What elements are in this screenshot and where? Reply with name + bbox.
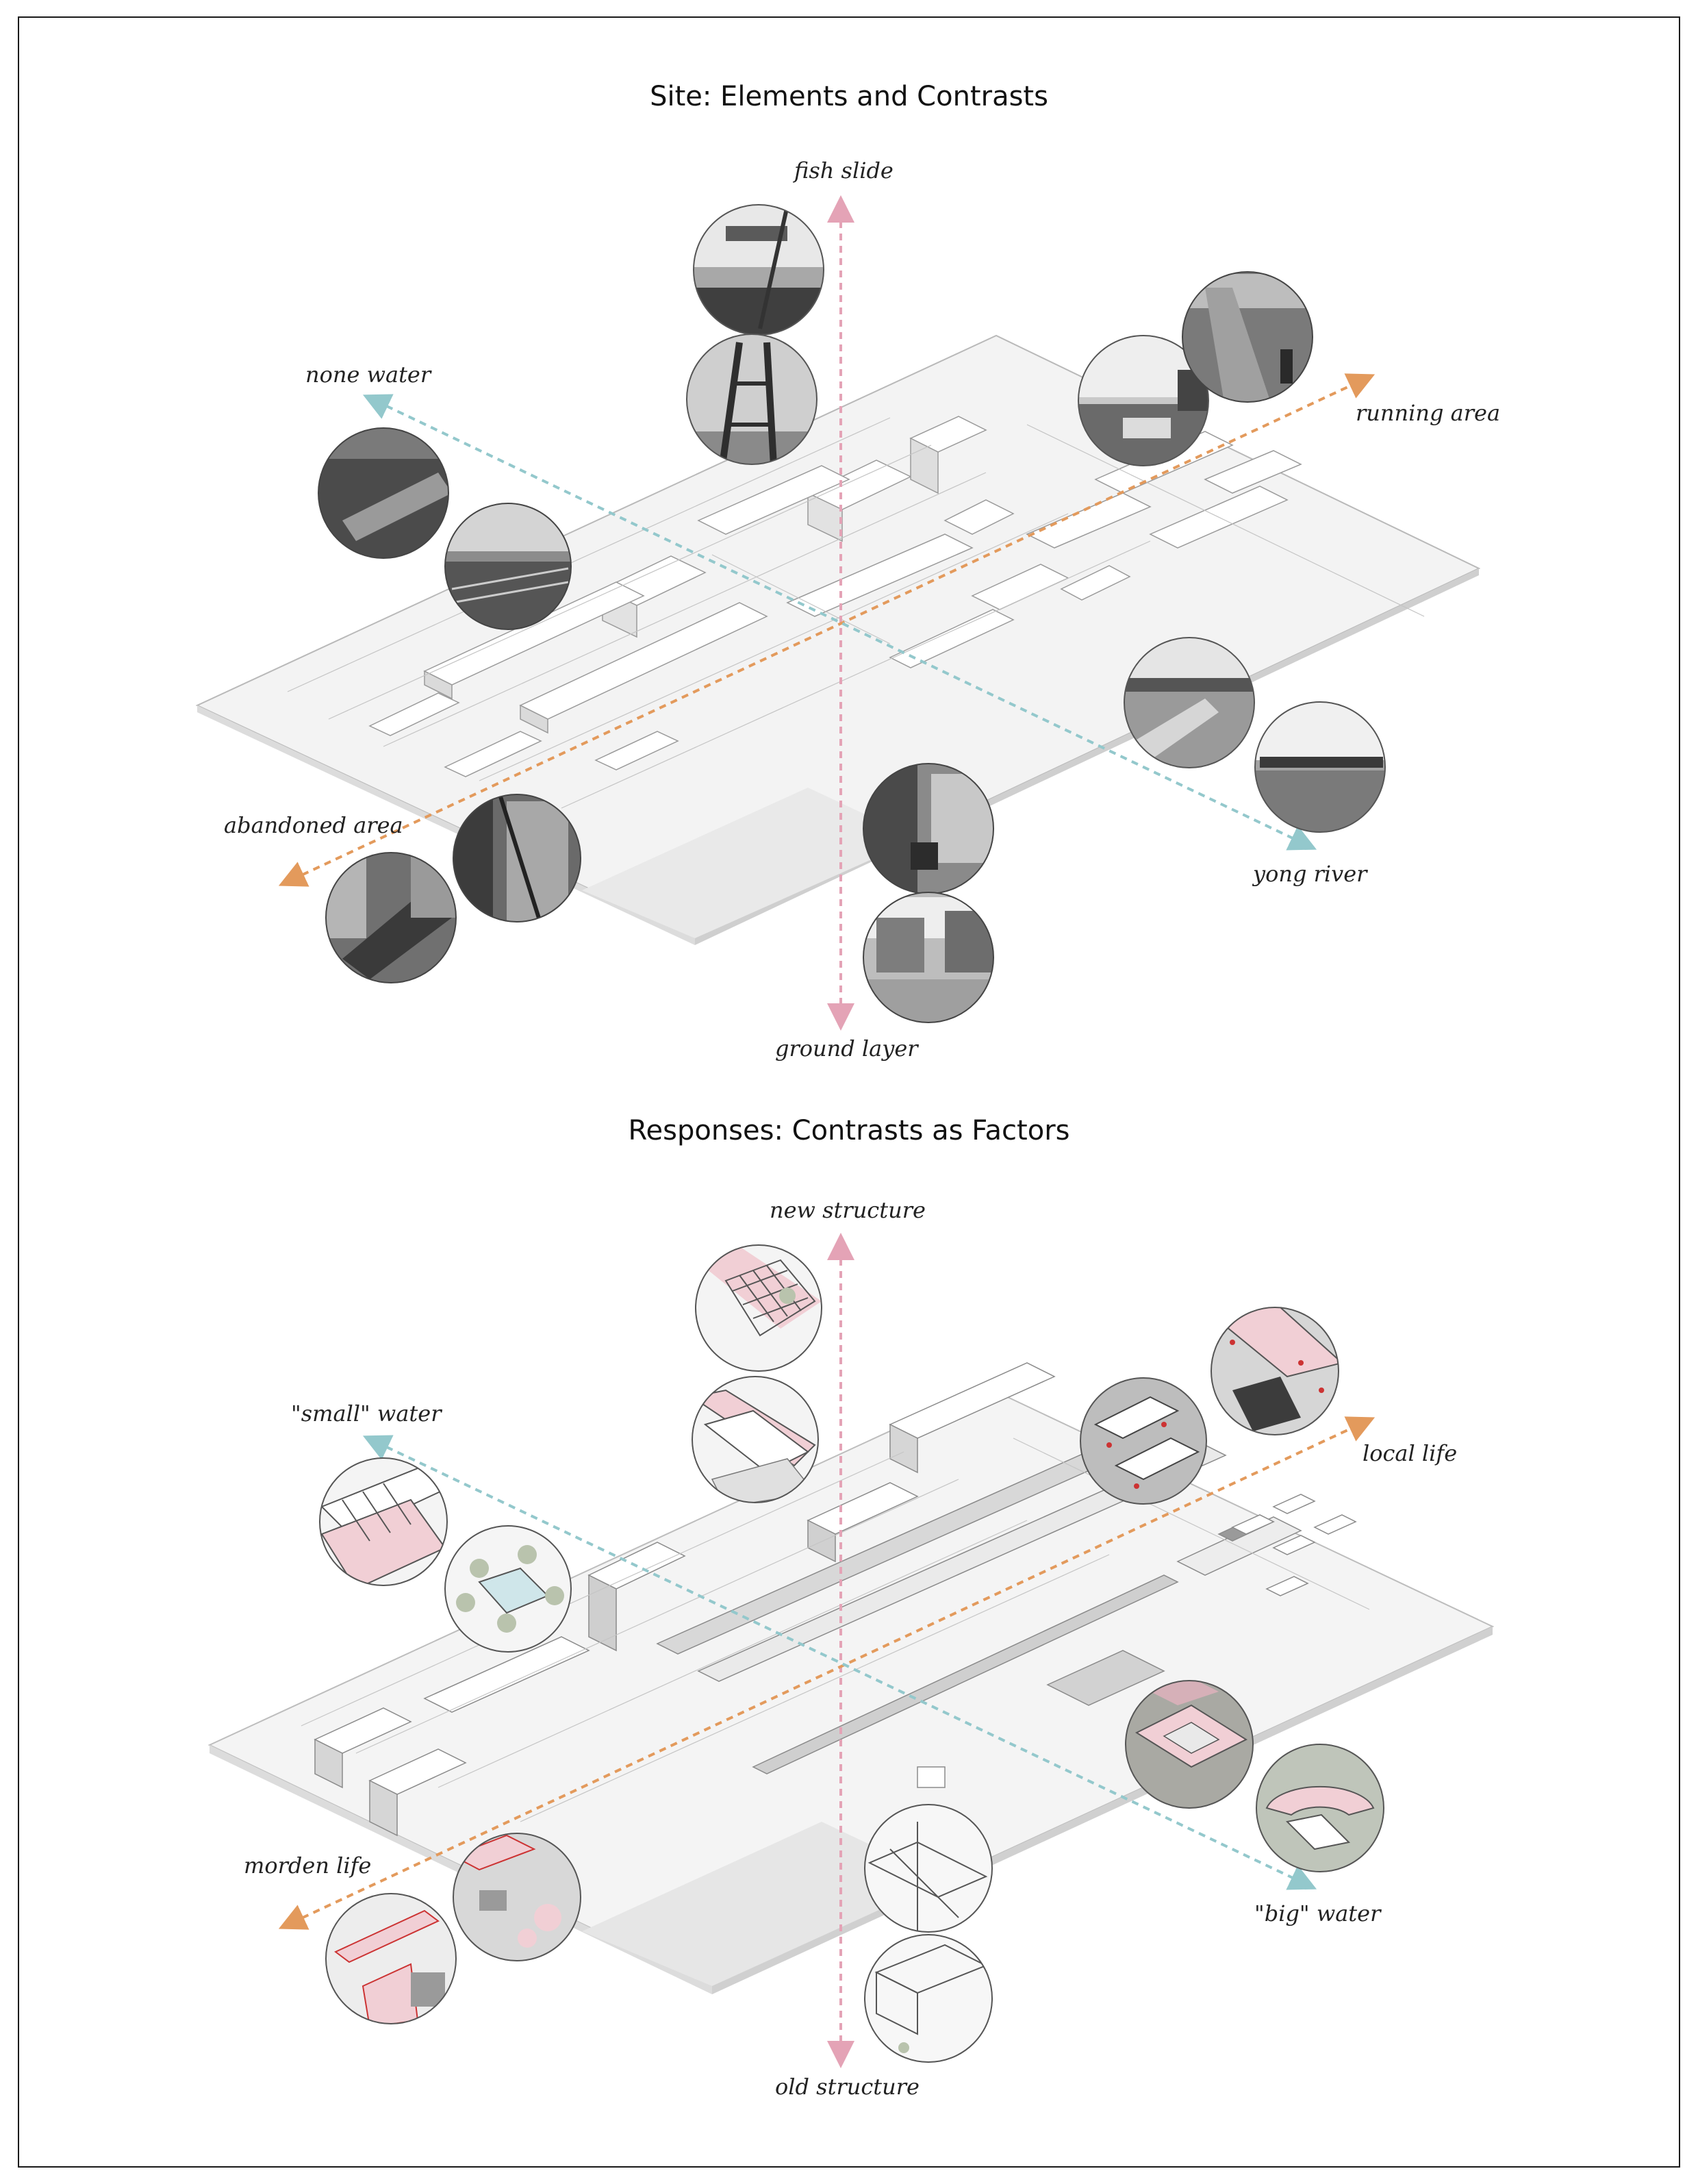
label-new-structure: new structure [770, 1197, 926, 1223]
photo-fish-slide-crane [693, 204, 824, 336]
page-frame [18, 16, 1680, 2168]
label-abandoned-area: abandoned area [224, 812, 403, 838]
label-morden-life: morden life [244, 1853, 372, 1879]
label-small-water: "small" water [291, 1401, 442, 1427]
photo-abandoned-area-2 [325, 852, 457, 983]
photo-ground-layer-1 [863, 763, 994, 894]
label-local-life: local life [1363, 1440, 1458, 1466]
photo-none-water-1 [318, 427, 449, 559]
label-fish-slide: fish slide [794, 158, 894, 184]
label-yong-river: yong river [1253, 861, 1367, 887]
photo-yong-river-1 [1124, 637, 1255, 768]
label-ground-layer: ground layer [775, 1035, 918, 1062]
label-old-structure: old structure [775, 2074, 920, 2100]
label-none-water: none water [305, 362, 431, 388]
site-axonometric-diagram [195, 195, 1481, 1031]
section2-title: Responses: Contrasts as Factors [628, 1115, 1070, 1146]
photo-yong-river-2 [1254, 701, 1386, 833]
label-big-water: "big" water [1254, 1900, 1381, 1926]
photo-abandoned-area-1 [453, 794, 581, 922]
photo-ground-layer-2 [863, 892, 994, 1023]
label-running-area: running area [1356, 400, 1501, 426]
section1-title: Site: Elements and Contrasts [650, 81, 1048, 112]
